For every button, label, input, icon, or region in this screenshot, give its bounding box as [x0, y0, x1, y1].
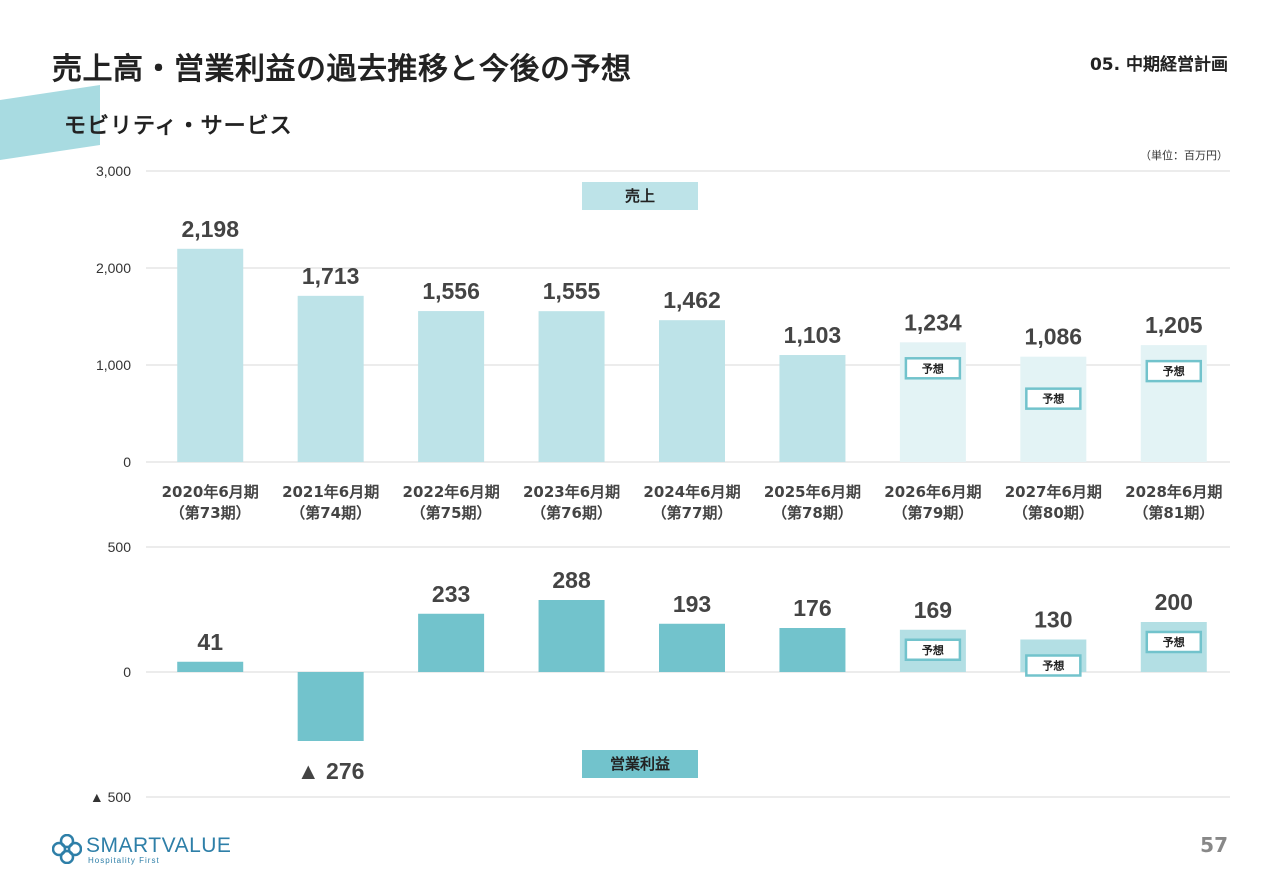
sales-forecast-badge-label: 予想 [1163, 364, 1185, 378]
profit-value-label: 169 [914, 597, 952, 623]
sales-value-label: 1,205 [1145, 312, 1203, 338]
x-category-label: 2025年6月期 [764, 483, 861, 501]
sales-bar [418, 311, 485, 462]
profit-bar [538, 600, 605, 672]
sales-forecast-badge-label: 予想 [1042, 392, 1064, 406]
profit-value-label: 176 [793, 595, 831, 621]
profit-bar [779, 628, 846, 672]
section-label: 05. 中期経営計画 [1089, 55, 1228, 75]
sales-bar [779, 355, 846, 462]
logo-wordmark: SMARTVALUE [86, 834, 232, 857]
x-category-sublabel: （第75期） [411, 504, 492, 522]
x-category-label: 2023年6月期 [523, 483, 620, 501]
profit-forecast-badge [904, 638, 962, 661]
sales-series-label-box [582, 182, 698, 210]
profit-forecast-badge-label: 予想 [1042, 659, 1064, 673]
company-logo: SMARTVALUE Hospitality First [52, 832, 232, 868]
profit-y-tick-label: ▲ 500 [90, 789, 131, 805]
profit-value-label: 41 [197, 629, 223, 655]
profit-value-label: 233 [432, 581, 470, 607]
profit-value-label: 200 [1155, 589, 1193, 615]
x-category-sublabel: （第80期） [1013, 504, 1094, 522]
x-category-label: 2021年6月期 [282, 483, 379, 501]
x-category-label: 2024年6月期 [643, 483, 740, 501]
x-category-label: 2020年6月期 [162, 483, 259, 501]
sales-y-tick-label: 2,000 [96, 260, 131, 276]
accent-shape [0, 85, 100, 160]
sales-forecast-badge-label: 予想 [922, 361, 944, 375]
x-category-label: 2022年6月期 [403, 483, 500, 501]
profit-forecast-badge-label: 予想 [922, 643, 944, 657]
sales-bar [659, 320, 725, 462]
unit-label: （単位：百万円） [1140, 149, 1228, 162]
profit-bar [177, 661, 244, 672]
profit-y-tick-label: 0 [123, 664, 131, 680]
profit-value-label: 130 [1034, 607, 1072, 633]
logo-tagline: Hospitality First [88, 856, 160, 865]
sales-bar [538, 311, 605, 462]
sales-value-label: 1,713 [302, 263, 360, 289]
x-category-sublabel: （第81期） [1133, 504, 1214, 522]
x-category-sublabel: （第73期） [170, 504, 251, 522]
sales-y-tick-label: 3,000 [96, 163, 131, 179]
sales-value-label: 1,556 [422, 278, 480, 304]
page-title: 売上高・営業利益の過去推移と今後の予想 [52, 52, 632, 87]
profit-forecast-badge [1145, 630, 1203, 654]
x-category-label: 2026年6月期 [884, 483, 981, 501]
sales-value-label: 1,086 [1025, 324, 1083, 350]
x-category-sublabel: （第74期） [290, 504, 371, 522]
x-category-sublabel: （第77期） [652, 504, 733, 522]
profit-bar [659, 623, 725, 672]
sales-value-label: 1,555 [543, 278, 601, 304]
x-category-label: 2028年6月期 [1125, 483, 1222, 501]
profit-value-label: ▲ 276 [297, 758, 365, 784]
profit-y-tick-label: 500 [108, 539, 132, 555]
sales-forecast-badge [904, 357, 962, 380]
x-category-label: 2027年6月期 [1005, 483, 1102, 501]
logo-mark-icon [52, 834, 82, 864]
sales-value-label: 1,103 [784, 322, 842, 348]
sales-bar [297, 295, 364, 462]
x-category-sublabel: （第78期） [772, 504, 853, 522]
sales-forecast-badge [1145, 359, 1203, 383]
sales-value-label: 2,198 [181, 216, 239, 242]
profit-bar [418, 613, 485, 672]
sales-y-tick-label: 1,000 [96, 357, 131, 373]
sales-value-label: 1,462 [663, 287, 721, 313]
x-category-sublabel: （第79期） [892, 504, 973, 522]
profit-bar [297, 672, 364, 741]
profit-series-label-box [582, 750, 698, 778]
profit-series-label: 営業利益 [610, 755, 670, 773]
profit-value-label: 288 [552, 567, 591, 593]
profit-forecast-badge [1025, 654, 1082, 677]
sales-y-tick-label: 0 [123, 454, 131, 470]
profit-value-label: 193 [673, 591, 711, 617]
segment-subtitle: モビリティ・サービス [64, 114, 293, 139]
sales-series-label: 売上 [625, 187, 655, 205]
page-number: 57 [1200, 833, 1228, 857]
profit-forecast-badge-label: 予想 [1163, 635, 1185, 649]
x-category-sublabel: （第76期） [531, 504, 612, 522]
sales-bar [177, 248, 244, 462]
sales-forecast-badge [1025, 387, 1082, 410]
sales-value-label: 1,234 [904, 309, 962, 335]
